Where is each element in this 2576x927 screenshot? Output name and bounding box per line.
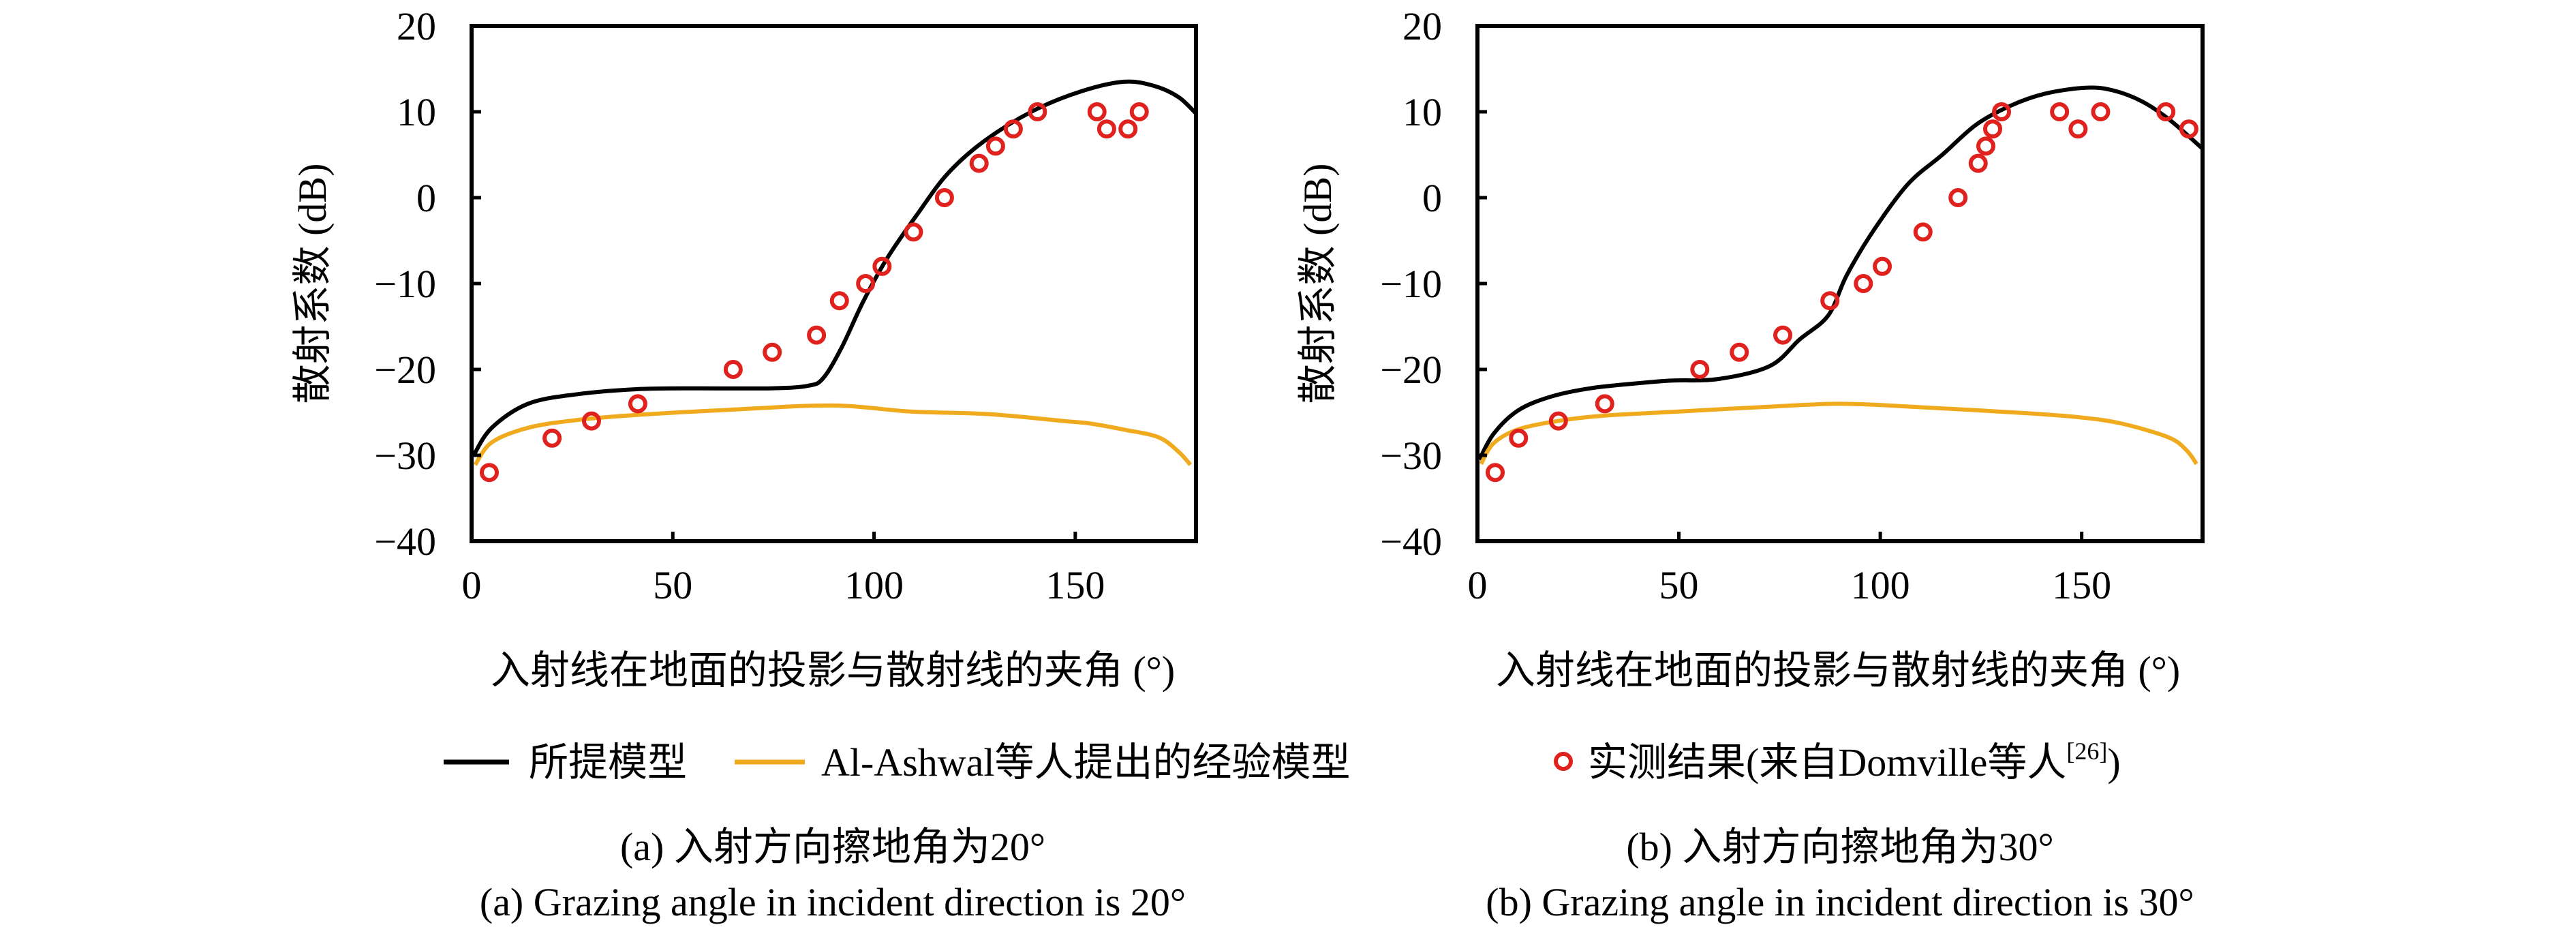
y-tick-label-b: −20	[1380, 348, 1442, 392]
data-point-measured-a	[904, 222, 923, 242]
y-tick-label-b: −10	[1380, 262, 1442, 306]
data-point-measured-a	[872, 256, 892, 276]
caption-en-b: (b) Grazing angle in incident direction …	[1486, 880, 2194, 924]
plot-frame-b	[1475, 24, 2205, 543]
y-tick-label-a: −20	[374, 348, 436, 392]
y-tick-label-b: 20	[1402, 4, 1442, 48]
data-point-measured-b	[1595, 394, 1614, 414]
legend-label-proposed-model: 所提模型	[529, 740, 687, 785]
x-axis-label-b: 入射线在地面的投影与散射线的夹角 (°)	[1496, 648, 2180, 693]
data-point-measured-b	[2156, 102, 2176, 121]
data-point-measured-a	[763, 342, 782, 362]
legend-label-measured: 实测结果(来自Domville等人[26])	[1588, 738, 2121, 785]
data-point-measured-b	[2179, 119, 2198, 139]
data-point-measured-a	[628, 394, 647, 414]
y-axis-label-b: 散射系数 (dB)	[1295, 164, 1340, 404]
data-point-measured-a	[969, 153, 989, 173]
series-line-proposed-model-b	[1477, 85, 2204, 461]
data-point-measured-b	[1976, 136, 1995, 156]
series-line-proposed-model-a	[472, 79, 1198, 457]
caption-en-a: (a) Grazing angle in incident direction …	[480, 880, 1186, 924]
data-point-measured-b	[1548, 411, 1568, 431]
data-point-measured-a	[856, 274, 876, 293]
legend: 所提模型 Al-Ashwal等人提出的经验模型 实测结果(来自Domville等…	[444, 738, 2121, 785]
data-point-measured-b	[1913, 222, 1933, 242]
data-point-measured-b	[1730, 342, 1749, 362]
data-point-measured-a	[1003, 119, 1023, 139]
legend-marker-measured	[1554, 752, 1573, 771]
legend-label-measured-suffix: )	[2107, 740, 2120, 785]
data-point-measured-a	[829, 291, 849, 311]
data-point-measured-b	[1773, 325, 1793, 345]
data-point-measured-a	[1087, 102, 1107, 121]
data-point-measured-b	[1968, 153, 1988, 173]
y-tick-label-a: −30	[374, 434, 436, 478]
x-tick-label-b: 150	[2052, 563, 2111, 607]
data-point-measured-b	[1509, 428, 1529, 448]
data-point-measured-b	[2091, 102, 2111, 121]
data-point-measured-b	[2050, 102, 2070, 121]
caption-cn-b: (b) 入射方向擦地角为30°	[1626, 825, 2053, 869]
data-point-measured-a	[723, 360, 743, 379]
legend-citation: [26]	[2066, 738, 2107, 765]
x-tick-label-a: 0	[462, 563, 482, 607]
series-line-empirical-model-b	[1479, 401, 2198, 466]
x-tick-label-a: 100	[844, 563, 904, 607]
data-point-measured-b	[1486, 463, 1505, 483]
data-point-measured-a	[1028, 102, 1047, 121]
data-point-measured-b	[2068, 119, 2088, 139]
data-point-measured-a	[1118, 119, 1138, 139]
data-point-measured-b	[1690, 360, 1710, 379]
data-point-measured-a	[985, 136, 1005, 156]
y-tick-label-a: −10	[374, 262, 436, 306]
y-tick-label-a: 20	[397, 4, 436, 48]
data-point-measured-a	[581, 411, 601, 431]
y-tick-label-b: 0	[1422, 176, 1442, 220]
legend-label-measured-main: 实测结果(来自Domville等人	[1588, 740, 2066, 785]
y-tick-label-b: −30	[1380, 434, 1442, 478]
data-point-measured-a	[934, 188, 954, 207]
y-tick-label-a: −40	[374, 519, 436, 564]
x-tick-label-a: 150	[1045, 563, 1105, 607]
y-tick-label-a: 10	[397, 90, 436, 134]
plot-frame-a	[470, 24, 1198, 543]
y-tick-label-a: 0	[416, 176, 436, 220]
legend-label-empirical-model: Al-Ashwal等人提出的经验模型	[821, 740, 1351, 785]
data-point-measured-a	[807, 325, 827, 345]
data-point-measured-b	[1820, 291, 1840, 311]
x-axis-label-a: 入射线在地面的投影与散射线的夹角 (°)	[491, 648, 1175, 693]
y-tick-label-b: −40	[1380, 519, 1442, 564]
y-tick-label-b: 10	[1402, 90, 1442, 134]
data-point-measured-b	[1992, 102, 2012, 121]
caption-cn-a: (a) 入射方向擦地角为20°	[620, 825, 1045, 869]
data-point-measured-a	[1097, 119, 1116, 139]
data-point-measured-b	[1873, 256, 1892, 276]
series-line-empirical-model-a	[473, 403, 1192, 466]
data-point-measured-b	[1983, 119, 2003, 139]
data-point-measured-a	[479, 463, 499, 483]
data-point-measured-b	[1948, 188, 1968, 207]
x-tick-label-b: 0	[1468, 563, 1488, 607]
data-point-measured-b	[1854, 274, 1873, 293]
data-point-measured-a	[542, 428, 562, 448]
data-point-measured-a	[1129, 102, 1149, 121]
x-tick-label-b: 50	[1659, 563, 1699, 607]
x-tick-label-b: 100	[1851, 563, 1910, 607]
x-tick-label-a: 50	[653, 563, 692, 607]
y-axis-label-a: 散射系数 (dB)	[290, 164, 335, 404]
